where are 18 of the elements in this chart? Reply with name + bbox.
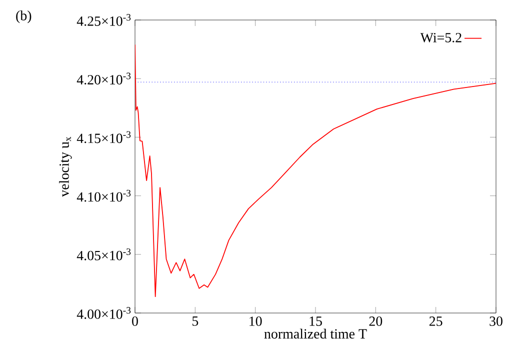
y-tick-label: 4.05×10$^{-3}$	[76, 248, 131, 260]
x-tick-label: 10	[250, 316, 262, 326]
x-tick-label: 0	[132, 316, 138, 326]
y-axis-title: velocity u$_{x}$	[59, 136, 72, 197]
text: (b)	[16, 10, 32, 24]
y-tick-label: 4.25×10$^{-3}$	[76, 14, 131, 26]
x-tick-label: 15	[310, 316, 322, 326]
y-tick-label: 4.10×10$^{-3}$	[76, 190, 131, 202]
line-series	[135, 44, 496, 298]
x-tick-label: 30	[490, 316, 502, 326]
x-tick-label: 20	[369, 316, 382, 326]
y-tick-label: 4.15×10$^{-3}$	[76, 131, 131, 144]
legend-label: Wi=5.2	[420, 32, 462, 42]
y-tick-label: 4.00×10$^{-3}$	[76, 307, 131, 319]
x-tick-label: 25	[429, 316, 442, 326]
x-tick-label: 5	[192, 316, 198, 326]
x-axis-title: normalized time T	[264, 328, 367, 339]
y-tick-label: 4.20×10$^{-3}$	[76, 72, 131, 85]
